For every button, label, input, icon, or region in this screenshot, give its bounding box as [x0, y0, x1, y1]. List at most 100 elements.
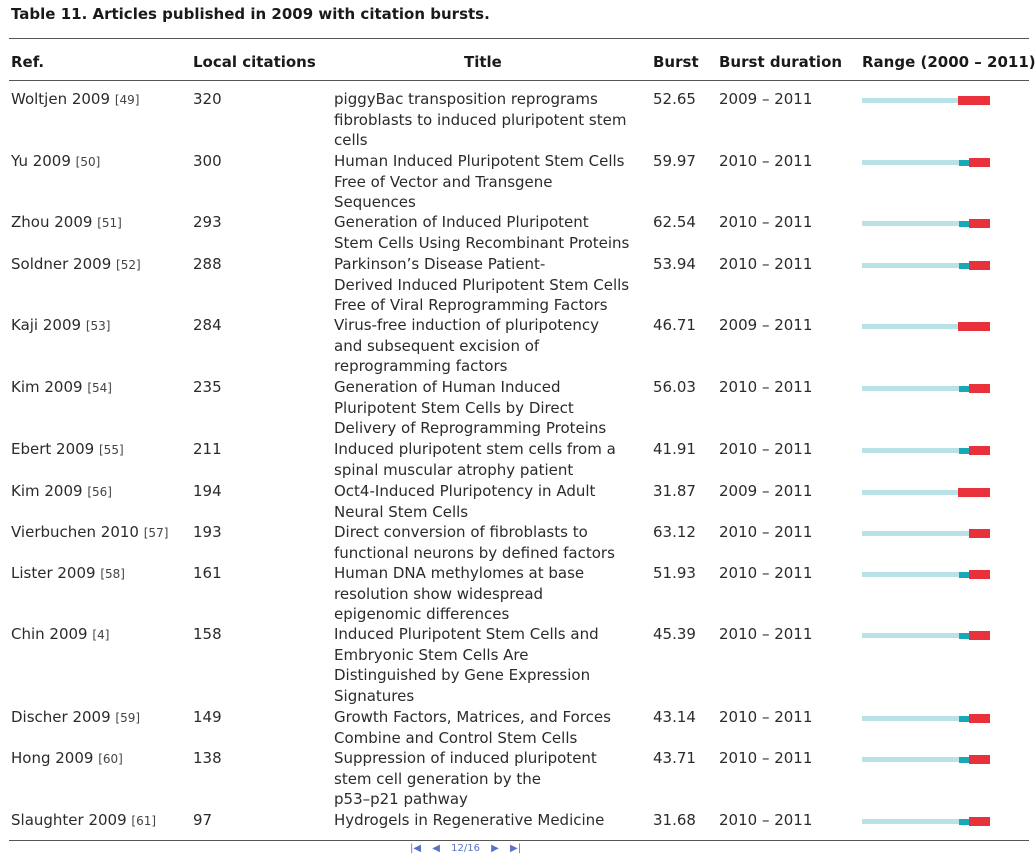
ref-number-link[interactable]: [4]: [92, 628, 110, 642]
title-cell: Direct conversion of fibroblasts to funct…: [334, 522, 615, 563]
title-cell: Oct4-Induced Pluripotency in Adult Neural…: [334, 481, 595, 522]
header-burst-duration: Burst duration: [719, 53, 843, 71]
header-rule: [9, 80, 1029, 81]
next-page-icon[interactable]: ▶: [491, 843, 499, 854]
ref-number-link[interactable]: [54]: [87, 381, 112, 395]
range-bar: [862, 817, 990, 826]
local-citations-cell: 293: [193, 213, 222, 231]
title-line: Distinguished by Gene Expression: [334, 666, 591, 685]
range-bar-publication: [958, 716, 969, 722]
ref-number-link[interactable]: [52]: [116, 258, 141, 272]
range-bar-base: [862, 386, 969, 391]
range-bar-burst: [968, 219, 990, 228]
ref-cell: Slaughter 2009 [61]: [11, 810, 156, 832]
range-bar-base: [862, 819, 969, 824]
range-bar-base: [862, 263, 969, 268]
header-burst: Burst: [653, 53, 699, 71]
range-bar-publication: [958, 386, 969, 392]
ref-number-link[interactable]: [56]: [87, 485, 112, 499]
range-bar-base: [862, 572, 969, 577]
burst-cell: 56.03: [653, 378, 696, 396]
range-bar-publication: [958, 633, 969, 639]
ref-number-link[interactable]: [53]: [85, 319, 111, 333]
title-line: Generation of Human Induced: [334, 378, 561, 396]
ref-number-link[interactable]: [61]: [131, 814, 157, 828]
ref-number-link[interactable]: [59]: [115, 711, 141, 725]
title-line: epigenomic differences: [334, 605, 510, 624]
range-bar-publication: [958, 448, 969, 454]
title-cell: Generation of Induced Pluripotent Stem Ce…: [334, 212, 629, 253]
burst-duration-cell: 2010 – 2011: [719, 213, 813, 231]
range-bar: [862, 219, 990, 228]
range-bar: [862, 631, 990, 640]
ref-author: Ebert 2009: [11, 440, 95, 458]
title-line: fibroblasts to induced pluripotent stem: [334, 110, 627, 129]
range-bar-burst: [968, 817, 990, 826]
last-page-icon[interactable]: ▶|: [510, 843, 522, 854]
range-bar-publication: [958, 819, 969, 825]
burst-duration-cell: 2010 – 2011: [719, 255, 813, 273]
title-line: Embryonic Stem Cells Are: [334, 645, 529, 664]
prev-page-icon[interactable]: ◀: [432, 843, 440, 854]
title-line: Sequences: [334, 193, 416, 212]
burst-cell: 43.71: [653, 749, 696, 767]
burst-duration-cell: 2010 – 2011: [719, 811, 813, 829]
ref-author: Chin 2009: [11, 625, 88, 643]
title-cell: Growth Factors, Matrices, and Forces Comb…: [334, 707, 611, 748]
local-citations-cell: 320: [193, 90, 222, 108]
burst-duration-cell: 2009 – 2011: [719, 316, 813, 334]
range-bar-base: [862, 716, 969, 721]
title-line: p53–p21 pathway: [334, 790, 468, 809]
range-bar-burst: [958, 488, 990, 497]
title-cell: Virus-free induction of pluripotency and …: [334, 315, 599, 377]
ref-number-link[interactable]: [57]: [143, 526, 169, 540]
title-line: Free of Viral Reprogramming Factors: [334, 296, 608, 315]
ref-number-link[interactable]: [49]: [114, 93, 140, 107]
title-cell: Generation of Human Induced Pluripotent S…: [334, 377, 606, 439]
range-bar-burst: [958, 96, 990, 105]
ref-author: Woltjen 2009: [11, 90, 111, 108]
range-bar-base: [862, 98, 958, 103]
range-bar-burst: [958, 322, 990, 331]
title-line: Parkinson’s Disease Patient-: [334, 255, 546, 273]
range-bar: [862, 384, 990, 393]
range-bar-publication: [958, 221, 969, 227]
ref-author: Kim 2009: [11, 378, 83, 396]
burst-duration-cell: 2010 – 2011: [719, 708, 813, 726]
ref-number-link[interactable]: [51]: [97, 216, 122, 230]
range-bar: [862, 529, 990, 538]
range-bar-burst: [968, 158, 990, 167]
title-line: Oct4-Induced Pluripotency in Adult: [334, 482, 596, 500]
range-bar: [862, 96, 990, 105]
ref-number-link[interactable]: [50]: [75, 155, 101, 169]
local-citations-cell: 97: [193, 811, 213, 829]
range-bar-publication: [958, 263, 969, 269]
title-cell: piggyBac transposition reprograms fibrobl…: [334, 89, 626, 151]
table-caption: Table 11. Articles published in 2009 wit…: [11, 5, 490, 23]
title-line: Induced Pluripotent Stem Cells and: [334, 625, 599, 643]
burst-duration-cell: 2010 – 2011: [719, 523, 813, 541]
burst-duration-cell: 2010 – 2011: [719, 625, 813, 643]
range-bar-base: [862, 160, 969, 165]
ref-author: Kaji 2009: [11, 316, 82, 334]
ref-author: Yu 2009: [11, 152, 71, 170]
range-bar: [862, 755, 990, 764]
ref-cell: Zhou 2009 [51]: [11, 212, 122, 234]
local-citations-cell: 193: [193, 523, 222, 541]
header-local-citations: Local citations: [193, 53, 316, 71]
ref-number-link[interactable]: [58]: [100, 567, 125, 581]
ref-number-link[interactable]: [60]: [98, 752, 123, 766]
burst-cell: 63.12: [653, 523, 696, 541]
local-citations-cell: 300: [193, 152, 222, 170]
range-bar-burst: [968, 570, 990, 579]
ref-author: Lister 2009: [11, 564, 96, 582]
first-page-icon[interactable]: |◀: [410, 843, 422, 854]
range-bar-base: [862, 448, 969, 453]
range-bar: [862, 158, 990, 167]
range-bar: [862, 322, 990, 331]
ref-number-link[interactable]: [55]: [99, 443, 124, 457]
burst-cell: 59.97: [653, 152, 696, 170]
local-citations-cell: 194: [193, 482, 222, 500]
ref-author: Discher 2009: [11, 708, 111, 726]
ref-author: Slaughter 2009: [11, 811, 127, 829]
